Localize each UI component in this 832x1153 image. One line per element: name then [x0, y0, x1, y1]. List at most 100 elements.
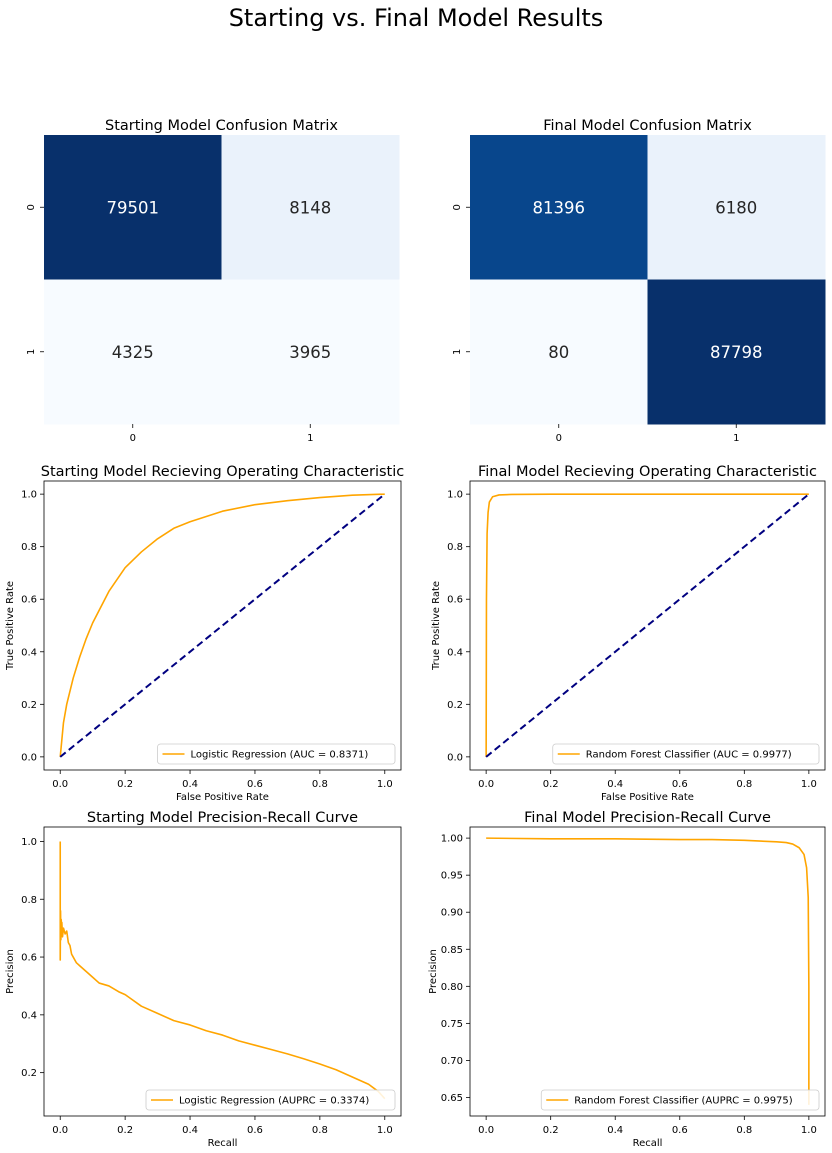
- chart-roc-final: Final Model Recieving Operating Characte…: [431, 464, 826, 803]
- series-line: [485, 493, 809, 757]
- y-tick-label: 0.6: [447, 595, 463, 606]
- heatmap-cell: [221, 135, 400, 280]
- x-tick-label: 1.0: [377, 1125, 393, 1136]
- y-tick-label: 0.8: [447, 542, 463, 553]
- y-axis-label: True Positive Rate: [5, 581, 16, 671]
- y-tick-label: 0.0: [447, 752, 463, 763]
- y-axis-label: Precision: [428, 949, 439, 994]
- heatmap-cell-value: 3965: [289, 343, 331, 362]
- heatmap-cell-value: 80: [548, 343, 569, 362]
- x-tick-label: 0.4: [182, 779, 198, 790]
- reference-diagonal-line: [485, 493, 810, 758]
- y-tick-label: 0.6: [21, 595, 37, 606]
- x-tick-label: 0.8: [736, 779, 752, 790]
- x-tick-label: 0.6: [672, 779, 688, 790]
- chart-cm-final: Final Model Confusion Matrix 81396 6180 80 8…: [452, 118, 826, 444]
- y-tick-label: 0.0: [21, 752, 37, 763]
- reference-diagonal-line: [59, 493, 386, 758]
- x-tick-label: 0: [556, 433, 562, 444]
- x-tick-label: 1.0: [801, 1125, 817, 1136]
- legend-box: [540, 1089, 820, 1111]
- chart-roc-start: Starting Model Recieving Operating Chara…: [5, 464, 404, 803]
- plot-area: [44, 827, 401, 1116]
- x-tick-label: 0.8: [736, 1125, 752, 1136]
- x-tick-label: 0.6: [247, 779, 263, 790]
- x-tick-label: 0.6: [247, 1125, 263, 1136]
- y-tick-label: 0.2: [21, 1068, 37, 1079]
- heatmap-cell: [470, 279, 648, 425]
- x-tick-label: 0.0: [52, 1125, 68, 1136]
- y-tick-label: 0.75: [441, 1019, 463, 1030]
- heatmap-cell-value: 87798: [710, 343, 763, 362]
- x-tick-label: 1: [307, 433, 313, 444]
- y-tick-label: 0.90: [441, 908, 463, 919]
- y-tick-label: 1.00: [441, 834, 463, 845]
- series-line: [59, 493, 385, 757]
- x-tick-label: 0.8: [312, 1125, 328, 1136]
- figure-suptitle: Starting vs. Final Model Results: [229, 4, 604, 32]
- legend-label: Logistic Regression (AUPRC = 0.3374): [179, 1096, 369, 1107]
- heatmap-cell: [44, 279, 222, 425]
- axes-frame: [43, 826, 402, 1117]
- y-tick-label: 0.4: [21, 647, 37, 658]
- y-tick-label: 0: [452, 204, 463, 210]
- y-tick-label: 1.0: [21, 837, 37, 848]
- axes-frame: [43, 480, 402, 771]
- x-tick-label: 0.8: [312, 779, 328, 790]
- x-axis-label: Recall: [633, 1138, 663, 1149]
- x-axis-label: Recall: [208, 1138, 238, 1149]
- y-tick-label: 0.70: [441, 1056, 463, 1067]
- legend-box: [552, 743, 820, 765]
- heatmap-cell: [647, 135, 826, 280]
- axes-frame: [469, 826, 826, 1117]
- x-tick-label: 0.0: [478, 779, 494, 790]
- axes-frame: [469, 480, 826, 771]
- chart-title: Starting Model Confusion Matrix: [105, 118, 338, 134]
- heatmap-cell-value: 81396: [533, 198, 586, 217]
- legend-label: Random Forest Classifier (AUC = 0.9977): [586, 750, 792, 761]
- x-axis-label: False Positive Rate: [176, 792, 269, 803]
- y-tick-label: 0.80: [441, 982, 463, 993]
- x-tick-label: 0.2: [543, 1125, 559, 1136]
- y-tick-label: 1: [452, 349, 463, 355]
- chart-title: Final Model Confusion Matrix: [543, 118, 752, 134]
- plot-area: [470, 827, 825, 1116]
- y-tick-label: 0.8: [21, 895, 37, 906]
- chart-title: Final Model Precision-Recall Curve: [524, 810, 771, 826]
- series-line: [486, 837, 810, 1105]
- x-tick-label: 1.0: [377, 779, 393, 790]
- x-tick-label: 1: [733, 433, 739, 444]
- x-tick-label: 0.4: [607, 779, 623, 790]
- legend-label: Logistic Regression (AUC = 0.8371): [191, 750, 369, 761]
- series-line: [59, 841, 386, 1100]
- heatmap-cell-value: 79501: [107, 198, 160, 217]
- y-tick-label: 0.8: [21, 542, 37, 553]
- heatmap-cell: [470, 135, 648, 280]
- chart-title: Starting Model Recieving Operating Chara…: [41, 464, 404, 480]
- x-tick-label: 1.0: [801, 779, 817, 790]
- y-tick-label: 1: [26, 349, 37, 355]
- y-tick-label: 0.2: [447, 700, 463, 711]
- heatmap-cell-value: 8148: [289, 198, 331, 217]
- y-tick-label: 0.4: [447, 647, 463, 658]
- x-tick-label: 0: [130, 433, 136, 444]
- x-tick-label: 0.2: [117, 779, 133, 790]
- y-axis-label: True Positive Rate: [431, 581, 442, 671]
- x-tick-label: 0.6: [672, 1125, 688, 1136]
- y-tick-label: 1.0: [447, 490, 463, 501]
- x-tick-label: 0.2: [117, 1125, 133, 1136]
- chart-title: Starting Model Precision-Recall Curve: [87, 810, 358, 826]
- x-tick-label: 0.4: [607, 1125, 623, 1136]
- y-tick-label: 0.65: [441, 1093, 463, 1104]
- heatmap-cell-value: 4325: [112, 343, 154, 362]
- x-tick-label: 0.4: [182, 1125, 198, 1136]
- legend-box: [157, 743, 396, 765]
- x-tick-label: 0.0: [478, 1125, 494, 1136]
- x-axis-label: False Positive Rate: [601, 792, 694, 803]
- heatmap-cell-value: 6180: [715, 198, 757, 217]
- y-tick-label: 0: [26, 204, 37, 210]
- y-axis-label: Precision: [5, 949, 16, 994]
- y-tick-label: 0.2: [21, 700, 37, 711]
- chart-title: Final Model Recieving Operating Characte…: [478, 464, 817, 480]
